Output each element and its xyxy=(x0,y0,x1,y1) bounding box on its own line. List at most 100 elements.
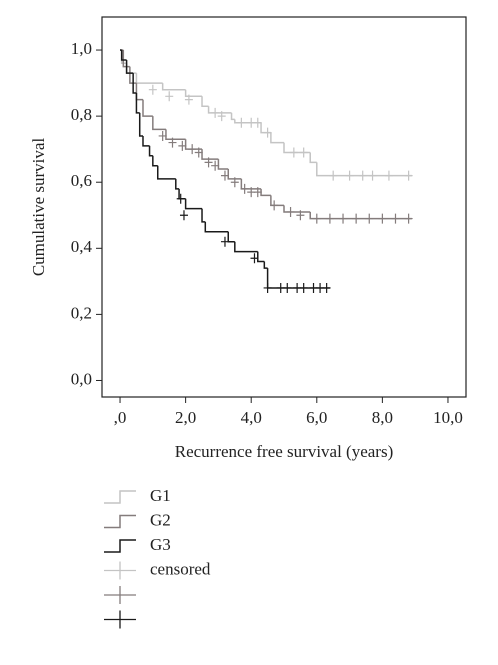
censor-mark xyxy=(263,127,272,138)
censor-mark xyxy=(312,213,321,224)
x-tick-label: ,0 xyxy=(114,408,127,427)
y-tick-label: 0,8 xyxy=(71,105,92,124)
survival-step xyxy=(309,211,412,220)
survival-step xyxy=(201,96,209,107)
censor-mark xyxy=(253,187,262,198)
x-tick-label: 6,0 xyxy=(306,408,327,427)
survival-step xyxy=(122,50,130,68)
censor-mark xyxy=(345,170,354,181)
survival-step xyxy=(270,132,284,144)
y-axis-label: Cumulative survival xyxy=(29,138,48,277)
censor-mark xyxy=(329,170,338,181)
censor-mark xyxy=(211,107,220,118)
censor-mark xyxy=(391,213,400,224)
survival-step xyxy=(283,142,311,154)
censor-mark xyxy=(358,170,367,181)
survival-step xyxy=(135,83,143,101)
legend-label: G1 xyxy=(150,486,171,505)
censor-mark xyxy=(194,147,203,158)
survival-step xyxy=(260,188,271,197)
survival-step xyxy=(138,112,143,137)
censor-mark xyxy=(263,282,272,293)
censor-mark xyxy=(296,210,305,221)
censor-mark xyxy=(368,170,377,181)
survival-step xyxy=(207,106,232,114)
censor-mark xyxy=(404,213,413,224)
legend-label: censored xyxy=(150,559,211,578)
censor-mark xyxy=(204,157,213,168)
survival-step xyxy=(175,178,180,190)
censor-mark xyxy=(220,236,229,247)
survival-step xyxy=(283,205,311,213)
survival-step xyxy=(156,165,176,180)
survival-step xyxy=(184,139,203,150)
censor-mark xyxy=(184,94,193,105)
survival-step xyxy=(227,169,242,180)
survival-step xyxy=(201,208,206,223)
legend-symbol xyxy=(104,490,136,504)
survival-step xyxy=(263,261,268,269)
censor-mark xyxy=(220,170,229,181)
censor-mark xyxy=(250,253,259,264)
survival-step xyxy=(125,59,134,74)
x-tick-label: 4,0 xyxy=(241,408,262,427)
survival-step xyxy=(184,89,203,98)
survival-step xyxy=(217,159,229,170)
censor-mark xyxy=(176,193,185,204)
censor-mark xyxy=(237,117,246,128)
censor-mark xyxy=(168,137,177,148)
censor-mark xyxy=(211,160,220,171)
censor-mark xyxy=(240,183,249,194)
censor-mark xyxy=(404,170,413,181)
x-tick-label: 2,0 xyxy=(175,408,196,427)
censor-mark xyxy=(299,282,308,293)
y-tick-label: 0,6 xyxy=(71,171,92,190)
survival-step xyxy=(230,112,235,121)
x-axis-label: Recurrence free survival (years) xyxy=(175,442,394,461)
censor-mark xyxy=(158,130,167,141)
survival-step xyxy=(201,149,219,160)
survival-step xyxy=(161,83,186,91)
survival-step xyxy=(260,122,271,134)
censor-mark xyxy=(283,282,292,293)
censor-mark xyxy=(299,147,308,158)
survival-step xyxy=(135,93,140,114)
censor-mark xyxy=(230,177,239,188)
censor-mark xyxy=(165,91,174,102)
censor-mark xyxy=(253,117,262,128)
survival-step xyxy=(257,251,265,263)
censor-mark xyxy=(289,147,298,158)
x-tick-label: 10,0 xyxy=(433,408,463,427)
censor-mark xyxy=(188,144,197,155)
y-tick-label: 0,4 xyxy=(71,237,93,256)
legend-censor-symbol xyxy=(104,610,136,629)
censor-mark xyxy=(325,213,334,224)
censor-mark xyxy=(270,200,279,211)
survival-step xyxy=(129,66,137,84)
survival-step xyxy=(120,50,127,61)
legend-symbol xyxy=(104,514,136,529)
survival-step xyxy=(142,135,150,147)
censor-mark xyxy=(352,213,361,224)
y-tick-label: 0,2 xyxy=(71,303,92,322)
plot-frame xyxy=(101,16,467,398)
survival-step xyxy=(227,231,235,243)
legend-censor-symbol xyxy=(104,561,136,580)
censor-mark xyxy=(286,206,295,217)
survival-step xyxy=(178,188,186,200)
censor-mark xyxy=(217,111,226,122)
survival-step xyxy=(204,221,229,233)
survival-step xyxy=(135,73,163,84)
censor-mark xyxy=(178,140,187,151)
survival-step xyxy=(125,63,137,74)
censor-mark xyxy=(384,170,393,181)
survival-step xyxy=(152,155,158,167)
survival-step xyxy=(132,73,137,94)
legend-symbol xyxy=(104,539,136,553)
y-tick-label: 0,0 xyxy=(71,369,92,388)
censor-mark xyxy=(322,282,331,293)
survival-step xyxy=(184,198,203,210)
survival-step xyxy=(270,195,284,207)
